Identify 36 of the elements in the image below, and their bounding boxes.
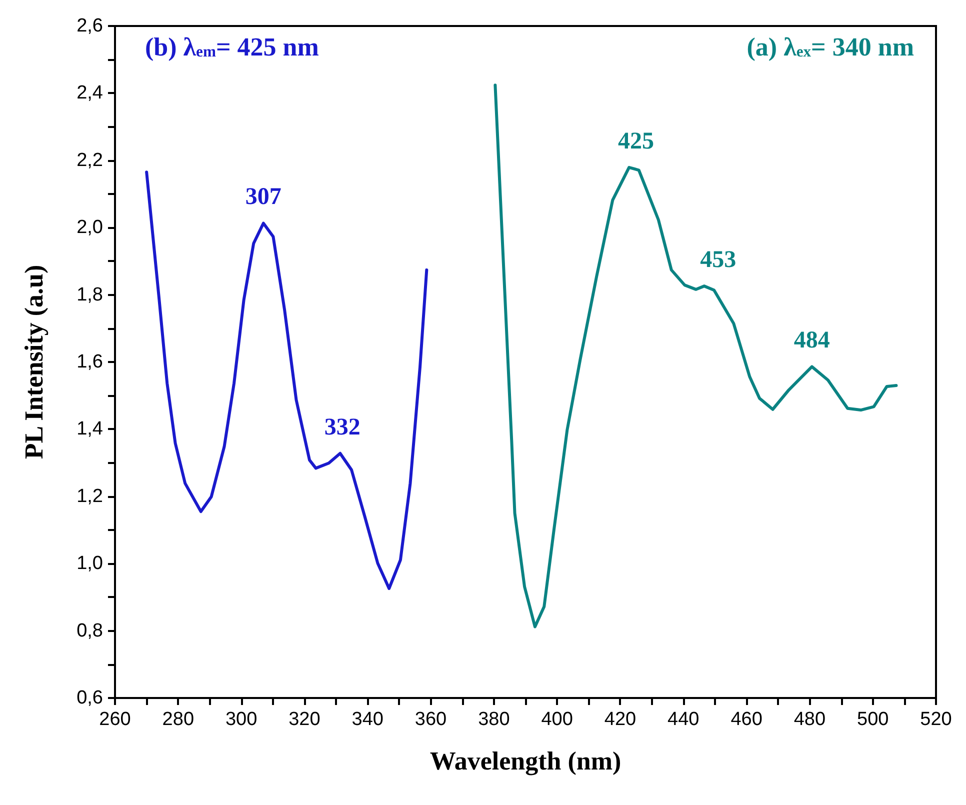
x-axis-title: Wavelength (nm) xyxy=(430,746,622,776)
y-tick-label: 2,2 xyxy=(76,150,103,171)
x-tick-label: 460 xyxy=(730,709,762,730)
x-tick-label: 440 xyxy=(668,709,700,730)
annotation: 453 xyxy=(700,247,736,274)
y-tick-label: 1,6 xyxy=(76,352,103,372)
x-tick-label: 400 xyxy=(541,709,573,730)
x-tick-label: 380 xyxy=(478,709,510,730)
x-tick-label: 360 xyxy=(414,709,447,730)
x-tick-label: 480 xyxy=(794,709,826,730)
y-tick-label: 2,4 xyxy=(76,82,104,104)
annotation: 484 xyxy=(794,328,830,354)
annotation: 307 xyxy=(245,184,282,210)
x-tick-label: 520 xyxy=(920,709,952,730)
y-tick-label: 1,8 xyxy=(76,284,103,306)
y-tick-label: 1,2 xyxy=(76,486,103,507)
x-tick-label: 300 xyxy=(225,709,258,730)
line-series xyxy=(494,84,898,628)
x-tick-label: 320 xyxy=(288,709,320,730)
text: (a) λex= 340 nm xyxy=(746,32,914,62)
y-tick-label: 1,4 xyxy=(76,418,104,440)
x-tick-label: 260 xyxy=(99,709,131,730)
y-tick-label: 0,8 xyxy=(76,620,103,642)
y-tick-label: 1,0 xyxy=(76,553,103,574)
x-tick-label: 420 xyxy=(604,709,636,730)
y-tick-label: 2,0 xyxy=(76,217,103,238)
x-tick-label: 280 xyxy=(162,709,194,730)
line-series xyxy=(145,170,428,590)
x-tick-label: 500 xyxy=(856,709,889,730)
text: (b) λem= 425 nm xyxy=(145,32,320,62)
annotation: 332 xyxy=(324,414,360,440)
y-tick-label: 2,6 xyxy=(76,16,103,36)
y-axis-title: PL Intensity (a.u) xyxy=(20,264,48,460)
x-tick-label: 340 xyxy=(352,709,384,730)
annotation: 425 xyxy=(618,128,654,154)
y-tick-label: 0,6 xyxy=(76,688,103,708)
